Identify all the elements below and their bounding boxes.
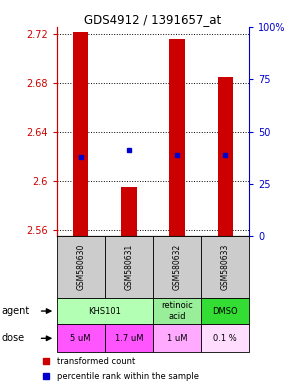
Bar bbox=[121, 187, 137, 236]
Text: dose: dose bbox=[1, 333, 25, 343]
Bar bbox=[57, 298, 153, 324]
Text: KHS101: KHS101 bbox=[88, 306, 121, 316]
Bar bbox=[201, 324, 249, 352]
Text: 0.1 %: 0.1 % bbox=[213, 334, 237, 343]
Bar bbox=[57, 236, 105, 298]
Text: retinoic
acid: retinoic acid bbox=[161, 301, 193, 321]
Text: DMSO: DMSO bbox=[213, 306, 238, 316]
Text: 1.7 uM: 1.7 uM bbox=[115, 334, 143, 343]
Text: transformed count: transformed count bbox=[57, 357, 135, 366]
Bar bbox=[201, 236, 249, 298]
Bar bbox=[73, 32, 88, 236]
Bar bbox=[153, 236, 201, 298]
Text: GSM580633: GSM580633 bbox=[221, 244, 230, 290]
Text: GSM580632: GSM580632 bbox=[173, 244, 182, 290]
Bar bbox=[153, 324, 201, 352]
Text: 1 uM: 1 uM bbox=[167, 334, 187, 343]
Bar bbox=[169, 39, 185, 236]
Bar bbox=[57, 324, 105, 352]
Bar bbox=[218, 77, 233, 236]
Title: GDS4912 / 1391657_at: GDS4912 / 1391657_at bbox=[84, 13, 222, 26]
Bar bbox=[105, 236, 153, 298]
Text: percentile rank within the sample: percentile rank within the sample bbox=[57, 372, 199, 381]
Text: GSM580631: GSM580631 bbox=[124, 244, 133, 290]
Text: agent: agent bbox=[1, 306, 30, 316]
Bar bbox=[153, 298, 201, 324]
Text: GSM580630: GSM580630 bbox=[76, 244, 85, 290]
Text: 5 uM: 5 uM bbox=[70, 334, 91, 343]
Bar bbox=[201, 298, 249, 324]
Bar bbox=[105, 324, 153, 352]
